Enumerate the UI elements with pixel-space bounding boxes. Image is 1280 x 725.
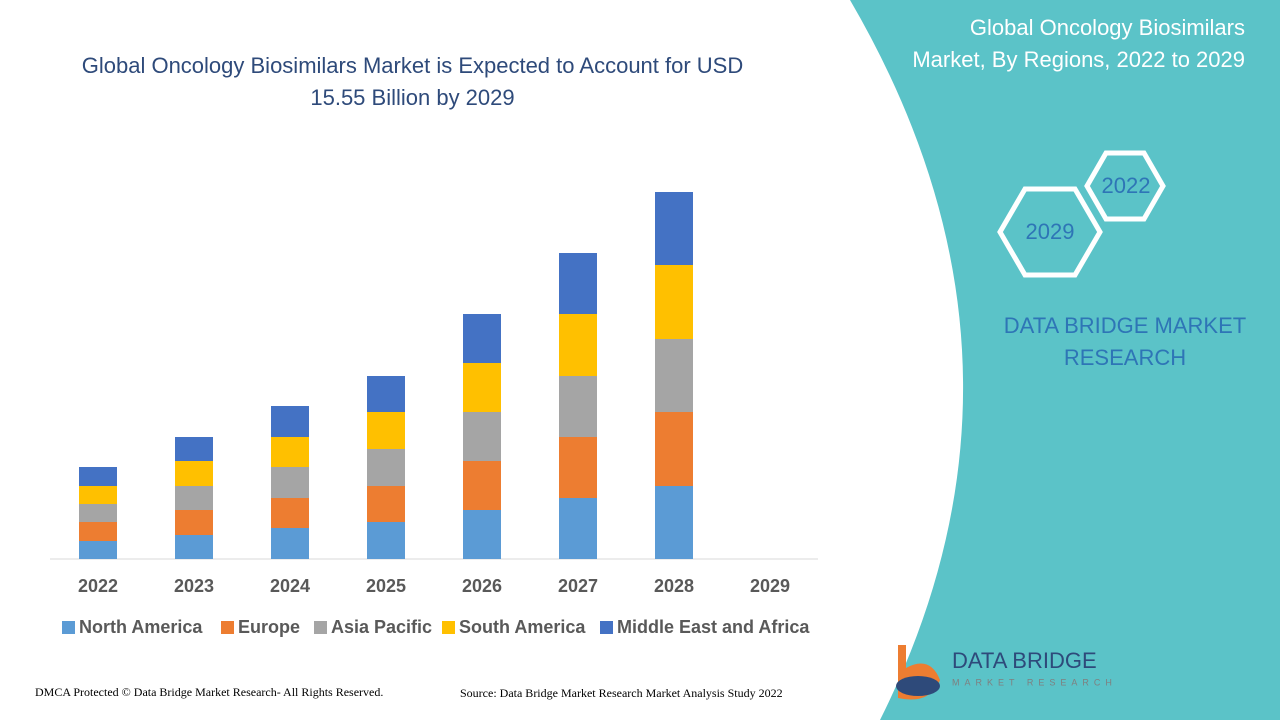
bar-segment <box>463 314 501 363</box>
logo-tagline: MARKET RESEARCH <box>952 677 1117 687</box>
source: Source: Data Bridge Market Research Mark… <box>460 686 783 700</box>
bar-segment <box>271 528 309 559</box>
bar-segment <box>271 406 309 437</box>
bar-segment <box>559 253 597 314</box>
bar-segment <box>655 339 693 412</box>
legend-swatch <box>442 621 455 634</box>
bar-segment <box>559 437 597 498</box>
hexagon <box>1084 150 1166 222</box>
legend-swatch <box>221 621 234 634</box>
bar-segment <box>175 461 213 486</box>
panel-title: Global Oncology Biosimilars Market, By R… <box>912 15 1245 72</box>
copyright: DMCA Protected © Data Bridge Market Rese… <box>35 685 383 699</box>
logo: DATA BRIDGE MARKET RESEARCH <box>896 645 1117 700</box>
legend-label: North America <box>79 617 203 637</box>
legend-swatch <box>314 621 327 634</box>
bar-segment <box>367 412 405 449</box>
bar-segment <box>559 314 597 376</box>
bar-segment <box>79 522 117 541</box>
bar-segment <box>655 486 693 559</box>
x-tick-label: 2027 <box>558 576 598 596</box>
bar-segment <box>463 461 501 510</box>
bar-segment <box>79 541 117 559</box>
bar-segment <box>463 412 501 461</box>
x-tick-label: 2025 <box>366 576 406 596</box>
bar-segment <box>559 376 597 437</box>
bar-segment <box>79 467 117 486</box>
panel-title-box: Global Oncology Biosimilars Market, By R… <box>912 15 1245 72</box>
legend-swatch <box>600 621 613 634</box>
bar-segment <box>79 486 117 504</box>
bar-segment <box>559 498 597 559</box>
bar-segment <box>655 412 693 486</box>
chart-title: Global Oncology Biosimilars Market is Ex… <box>81 53 744 110</box>
bar-segment <box>175 486 213 510</box>
bar-segment <box>655 265 693 339</box>
logo-mark <box>896 676 940 696</box>
x-tick-label: 2022 <box>78 576 118 596</box>
plot: 2022 2023 2024 2025 2026 2027 2028 2029 North Am… <box>62 192 810 637</box>
bar-segment <box>367 449 405 486</box>
bar-segment <box>463 510 501 559</box>
brand: DATA BRIDGE MARKET RESEARCH <box>1003 313 1247 370</box>
bar-segment <box>79 504 117 522</box>
bar-segment <box>655 192 693 265</box>
x-tick-label: 2023 <box>174 576 214 596</box>
bar-segment <box>367 486 405 522</box>
legend-label: South America <box>459 617 586 637</box>
legend-swatch <box>62 621 75 634</box>
bar-segment <box>463 363 501 412</box>
legend-label: Asia Pacific <box>331 617 432 637</box>
x-tick-label: 2028 <box>654 576 694 596</box>
bar-segment <box>367 522 405 559</box>
side-panel <box>850 0 1280 720</box>
bar-segment <box>271 467 309 498</box>
chart-title-box: Global Oncology Biosimilars Market is Ex… <box>81 53 744 110</box>
x-tick-label: 2026 <box>462 576 502 596</box>
brand-box: DATA BRIDGE MARKET RESEARCH <box>1003 313 1247 370</box>
legend-label: Europe <box>238 617 300 637</box>
hexagon <box>997 186 1103 278</box>
legend-label: Middle East and Africa <box>617 617 810 637</box>
logo-name: DATA BRIDGE <box>952 648 1097 673</box>
x-tick-label: 2024 <box>270 576 310 596</box>
bar-segment <box>175 437 213 461</box>
bar-segment <box>175 535 213 559</box>
bar-segment <box>271 437 309 467</box>
bar-segment <box>175 510 213 535</box>
bar-segment <box>367 376 405 412</box>
x-tick-label: 2029 <box>750 576 790 596</box>
hex-label: 2029 <box>1026 219 1075 244</box>
hex-label: 2022 <box>1102 173 1151 198</box>
bar-segment <box>271 498 309 528</box>
